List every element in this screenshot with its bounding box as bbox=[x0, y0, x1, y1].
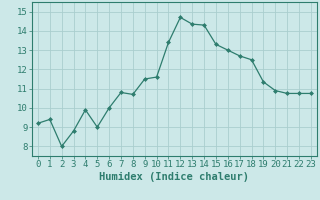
X-axis label: Humidex (Indice chaleur): Humidex (Indice chaleur) bbox=[100, 172, 249, 182]
